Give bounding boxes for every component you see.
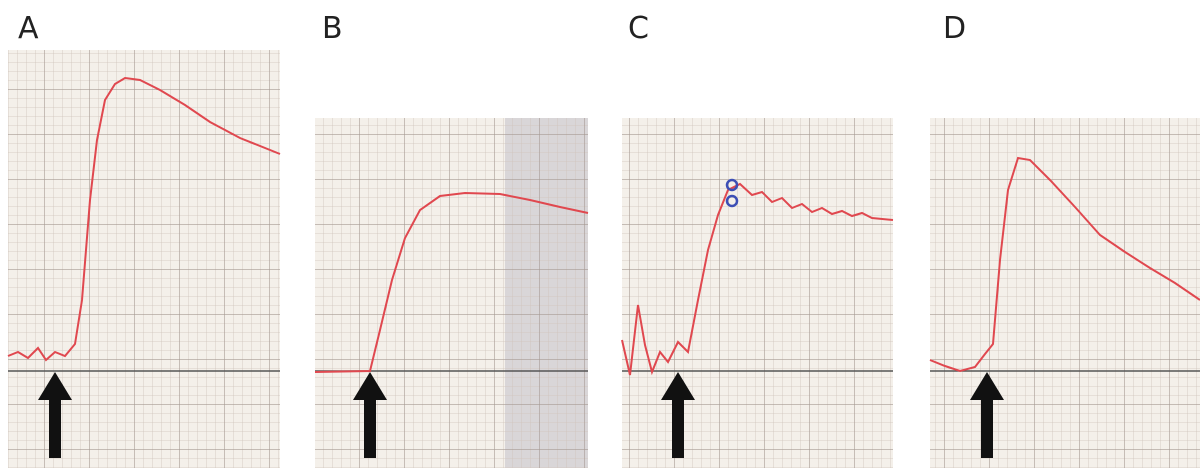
panel-d: D — [929, 11, 1200, 468]
arrow — [353, 372, 387, 458]
trace — [314, 191, 589, 373]
panel-c: C — [621, 11, 894, 468]
panel-a: A — [7, 11, 281, 468]
arrow — [970, 372, 1004, 458]
arrows — [38, 372, 1004, 458]
panel-label: C — [628, 11, 649, 46]
trace — [621, 182, 894, 376]
trace — [7, 76, 281, 362]
panel-b: B — [314, 11, 589, 468]
panel-label: A — [18, 11, 39, 46]
arrow — [661, 372, 695, 458]
panel-label: D — [943, 11, 966, 46]
arrow — [38, 372, 72, 458]
panel-label: B — [322, 11, 343, 46]
trace — [929, 156, 1200, 373]
